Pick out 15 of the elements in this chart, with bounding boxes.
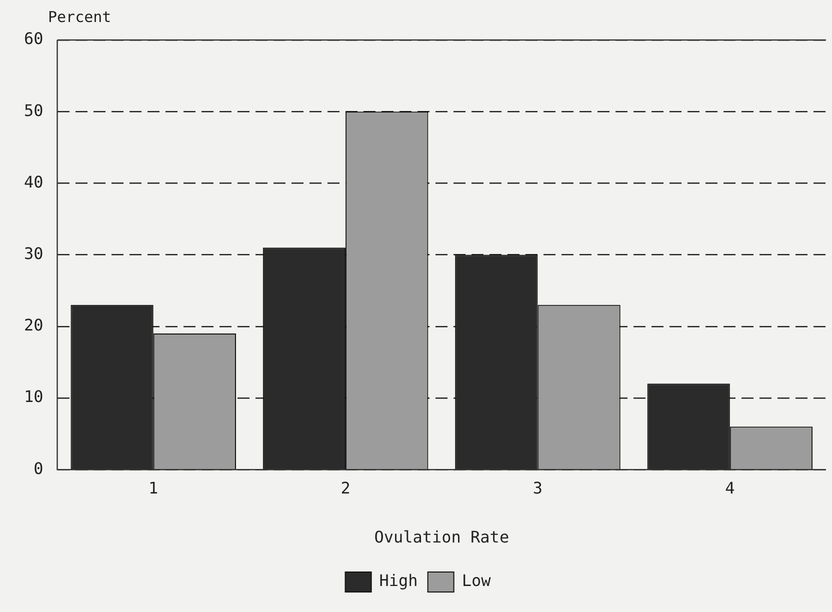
y-tick-label: 60: [24, 29, 44, 48]
x-tick-label: 2: [340, 478, 350, 498]
x-tick-label: 3: [532, 478, 543, 498]
y-axis-title: Percent: [48, 8, 112, 26]
legend-label: High: [379, 571, 418, 590]
y-tick-label: 0: [34, 458, 44, 478]
x-tick-label: 4: [725, 478, 735, 498]
x-axis-title: Ovulation Rate: [374, 528, 510, 547]
y-tick-label: 10: [24, 387, 44, 406]
y-tick-label: 20: [24, 316, 44, 335]
y-tick-label: 50: [24, 100, 44, 120]
y-tick-label: 30: [24, 244, 44, 263]
y-tick-label: 40: [24, 172, 44, 192]
legend-label: Low: [462, 571, 492, 590]
x-tick-label: 1: [148, 478, 158, 498]
